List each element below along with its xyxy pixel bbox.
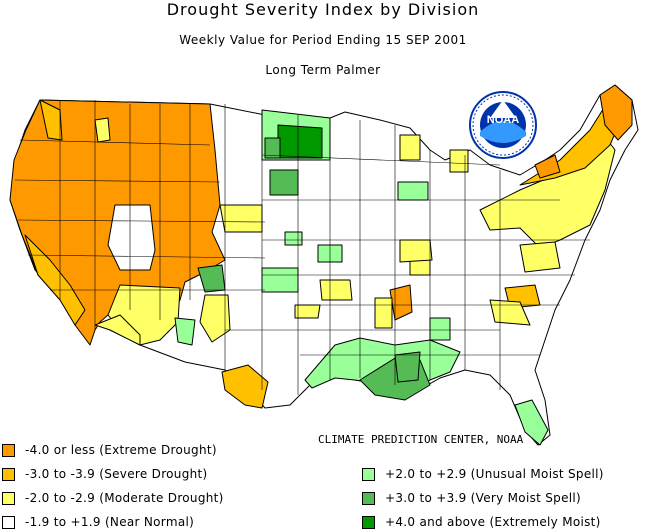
tx-severe [221,364,269,409]
legend-label: -2.0 to -2.9 (Moderate Drought) [25,491,224,505]
plains-unusual-moist-1 [261,267,299,293]
il-unusual-moist [397,181,429,201]
mi-moderate [449,149,469,173]
oh-moderate [399,239,433,263]
legend-moderate-drought: -2.0 to -2.9 (Moderate Drought) [2,490,224,506]
nm-unusual-moist [174,317,196,346]
legend-extreme-drought: -4.0 or less (Extreme Drought) [2,442,217,458]
noaa-logo-text: NOAA [487,114,519,126]
noaa-logo-icon [469,91,537,159]
credit-label: CLIMATE PREDICTION CENTER, NOAA [318,433,524,446]
sd-very-moist [269,169,299,196]
legend-unusual-moist: +2.0 to +2.9 (Unusual Moist Spell) [362,466,604,482]
legend-swatch [362,491,375,505]
legend-swatch [362,467,375,481]
wa-severe [39,99,63,141]
index-name: Long Term Palmer [265,63,381,77]
legend-label: -1.9 to +1.9 (Near Normal) [25,515,195,529]
legend-label: -3.0 to -3.9 (Severe Drought) [25,467,208,481]
mo-moderate [374,297,393,329]
legend-swatch [2,515,15,529]
legend-very-moist: +3.0 to +3.9 (Very Moist Spell) [362,490,581,506]
wa-moderate [94,117,111,143]
mo-extreme [389,284,413,321]
legend-severe-drought: -3.0 to -3.9 (Severe Drought) [2,466,208,482]
az-moderate [94,314,141,346]
basin-normal [107,204,156,271]
plains-unusual-moist-2 [284,231,303,246]
legend-swatch [2,443,15,457]
us-drought-map: NOAA [9,84,639,446]
legend-label: +3.0 to +3.9 (Very Moist Spell) [385,491,582,505]
nd-extremely-moist [277,124,323,159]
page-title: Drought Severity Index by Division [166,0,480,19]
rockies-moderate-2 [199,294,231,343]
ga-unusual-moist [429,317,451,341]
maine-extreme [599,84,633,141]
fl-unusual-moist [514,399,549,446]
legend-swatch [2,491,15,505]
legend-label: +4.0 and above (Extremely Moist) [385,515,601,529]
legend-swatch [362,515,375,529]
legend-swatch [2,467,15,481]
legend-near-normal: -1.9 to +1.9 (Near Normal) [2,514,194,530]
ms-very-moist [394,351,421,383]
legend-extremely-moist: +4.0 and above (Extremely Moist) [362,514,601,530]
nd-very-moist [264,137,281,159]
va-moderate [519,241,561,273]
division-lines [14,100,590,395]
tx-moderate [294,304,321,319]
legend-label: +2.0 to +2.9 (Unusual Moist Spell) [385,467,604,481]
legend-label: -4.0 or less (Extreme Drought) [25,443,217,457]
period-subtitle: Weekly Value for Period Ending 15 SEP 20… [179,33,467,47]
ca-severe [24,234,86,326]
wi-moderate [399,134,421,161]
ny-extreme [534,154,561,179]
ks-moderate [319,279,353,301]
rockies-moderate-1 [219,204,263,233]
